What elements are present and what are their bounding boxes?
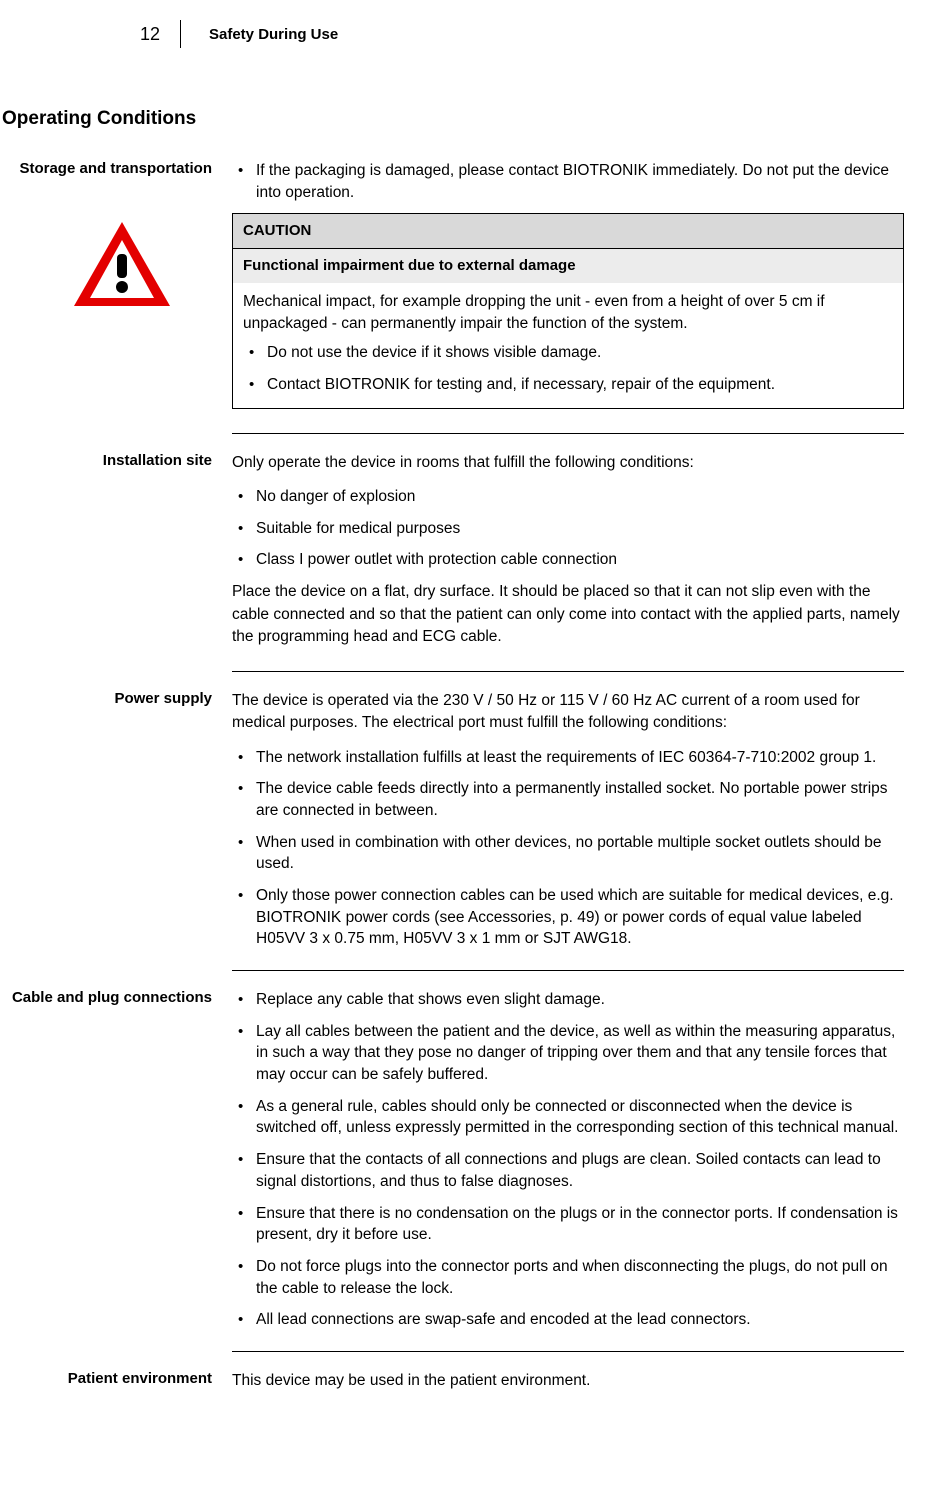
- list-item: Suitable for medical purposes: [232, 518, 904, 540]
- bullet-list: Do not use the device if it shows visibl…: [243, 342, 893, 395]
- caution-subtitle: Functional impairment due to external da…: [233, 249, 903, 283]
- paragraph: The device is operated via the 230 V / 5…: [232, 690, 904, 735]
- subsection-body: This device may be used in the patient e…: [232, 1370, 904, 1404]
- page-header: 12 Safety During Use: [0, 20, 904, 48]
- bullet-list: Replace any cable that shows even slight…: [232, 989, 904, 1331]
- subsection-label: Storage and transportation: [0, 160, 222, 177]
- list-item: Replace any cable that shows even slight…: [232, 989, 904, 1011]
- paragraph: This device may be used in the patient e…: [232, 1370, 904, 1392]
- list-item: When used in combination with other devi…: [232, 832, 904, 875]
- caution-box: CAUTION Functional impairment due to ext…: [232, 213, 904, 408]
- subsection-body: If the packaging is damaged, please cont…: [232, 160, 904, 423]
- subsection-body: Replace any cable that shows even slight…: [232, 989, 904, 1341]
- caution-body: Mechanical impact, for example dropping …: [233, 283, 903, 408]
- paragraph: Only operate the device in rooms that fu…: [232, 452, 904, 474]
- list-item: Ensure that there is no condensation on …: [232, 1203, 904, 1246]
- header-divider: [180, 20, 181, 48]
- list-item: Do not force plugs into the connector po…: [232, 1256, 904, 1299]
- subsection-power: Power supply The device is operated via …: [232, 671, 904, 960]
- header-title: Safety During Use: [209, 26, 338, 43]
- list-item: Only those power connection cables can b…: [232, 885, 904, 950]
- subsection-installation: Installation site Only operate the devic…: [232, 433, 904, 661]
- subsection-body: The device is operated via the 230 V / 5…: [232, 690, 904, 960]
- list-item: If the packaging is damaged, please cont…: [232, 160, 904, 203]
- list-item: As a general rule, cables should only be…: [232, 1096, 904, 1139]
- subsection-label: Installation site: [0, 452, 222, 469]
- page-number: 12: [0, 24, 180, 45]
- subsection-storage: Storage and transportation If the packag…: [232, 160, 904, 423]
- subsection-cable: Cable and plug connections Replace any c…: [232, 970, 904, 1341]
- subsection-body: Only operate the device in rooms that fu…: [232, 452, 904, 661]
- subsection-label: Patient environment: [0, 1370, 222, 1387]
- list-item: The device cable feeds directly into a p…: [232, 778, 904, 821]
- caution-title: CAUTION: [233, 214, 903, 249]
- list-item: Do not use the device if it shows visibl…: [243, 342, 893, 364]
- list-item: No danger of explosion: [232, 486, 904, 508]
- subsection-label: Cable and plug connections: [0, 989, 222, 1006]
- list-item: The network installation fulfills at lea…: [232, 747, 904, 769]
- list-item: Class I power outlet with protection cab…: [232, 549, 904, 571]
- list-item: All lead connections are swap-safe and e…: [232, 1309, 904, 1331]
- bullet-list: No danger of explosion Suitable for medi…: [232, 486, 904, 571]
- paragraph: Place the device on a flat, dry surface.…: [232, 581, 904, 648]
- caution-text: Mechanical impact, for example dropping …: [243, 291, 893, 334]
- warning-icon: [72, 220, 172, 310]
- subsection-patient: Patient environment This device may be u…: [232, 1351, 904, 1404]
- bullet-list: The network installation fulfills at lea…: [232, 747, 904, 951]
- bullet-list: If the packaging is damaged, please cont…: [232, 160, 904, 203]
- list-item: Contact BIOTRONIK for testing and, if ne…: [243, 374, 893, 396]
- page: 12 Safety During Use Operating Condition…: [0, 0, 944, 1454]
- list-item: Lay all cables between the patient and t…: [232, 1021, 904, 1086]
- section-heading: Operating Conditions: [0, 108, 904, 130]
- subsection-label: Power supply: [0, 690, 222, 707]
- list-item: Ensure that the contacts of all connecti…: [232, 1149, 904, 1192]
